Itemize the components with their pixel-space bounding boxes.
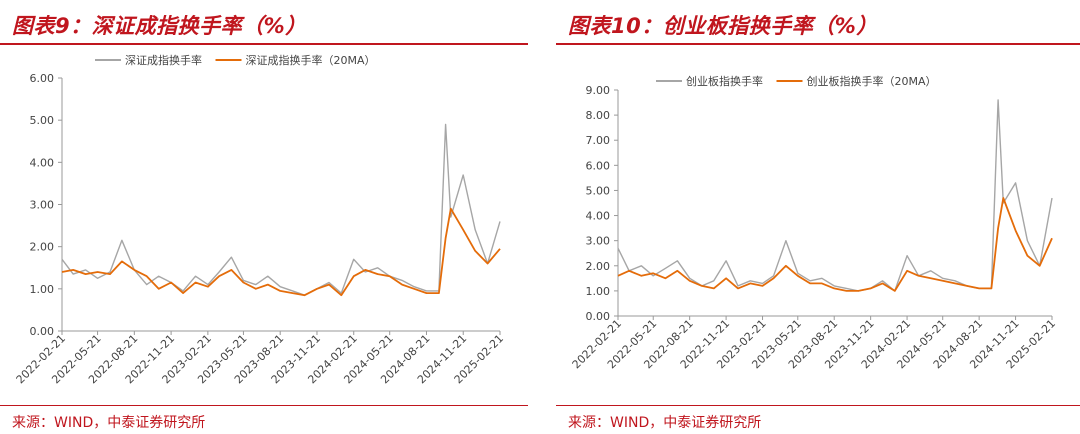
y-tick-label: 7.00 bbox=[586, 134, 611, 147]
y-tick-label: 2.00 bbox=[586, 260, 611, 273]
y-tick-label: 1.00 bbox=[586, 285, 611, 298]
y-tick-label: 8.00 bbox=[586, 109, 611, 122]
source-rule bbox=[0, 405, 528, 406]
chart-title: 图表9：深证成指换手率（%） bbox=[12, 14, 307, 38]
chart-panel-right: 图表10：创业板指换手率（%） 0.00 1.00 2.00 3.00 4.00 5.00… bbox=[556, 0, 1080, 434]
y-tick-label: 1.00 bbox=[30, 283, 55, 296]
y-tick-label: 5.00 bbox=[30, 114, 55, 127]
y-tick-label: 0.00 bbox=[30, 325, 55, 338]
y-tick-label: 2.00 bbox=[30, 241, 55, 254]
y-tick-label: 9.00 bbox=[586, 84, 611, 97]
chart-panel-left: 图表9：深证成指换手率（%） 0.00 1.00 2.00 3.00 4.00 5.00 6… bbox=[0, 0, 528, 434]
legend-label: 创业板指换手率（20MA） bbox=[807, 74, 937, 88]
series-line-raw bbox=[61, 123, 501, 296]
series-line-ma20 bbox=[617, 197, 1053, 292]
chart-svg-chinext: 0.00 1.00 2.00 3.00 4.00 5.00 6.00 7.00 8.00 9.00… bbox=[570, 74, 1058, 371]
series-line-ma20 bbox=[61, 207, 501, 297]
legend-label: 深证成指换手率 bbox=[125, 53, 202, 67]
legend-label: 创业板指换手率 bbox=[686, 74, 763, 88]
y-tick-label: 4.00 bbox=[586, 210, 611, 223]
series-line-raw bbox=[617, 99, 1053, 292]
y-tick-label: 6.00 bbox=[30, 72, 55, 85]
y-tick-label: 0.00 bbox=[586, 310, 611, 323]
y-tick-label: 4.00 bbox=[30, 156, 55, 169]
source-rule bbox=[556, 405, 1080, 406]
legend-label: 深证成指换手率（20MA） bbox=[246, 53, 376, 67]
source-note: 来源：WIND，中泰证券研究所 bbox=[12, 415, 206, 431]
title-rule bbox=[556, 43, 1080, 45]
y-tick-label: 5.00 bbox=[586, 184, 611, 197]
title-rule bbox=[0, 43, 528, 45]
source-note: 来源：WIND，中泰证券研究所 bbox=[568, 415, 762, 431]
chart-svg-szse: 0.001.002.003.004.005.006.002022-02-2120… bbox=[14, 53, 506, 386]
y-tick-label: 6.00 bbox=[586, 159, 611, 172]
y-tick-label: 3.00 bbox=[586, 235, 611, 248]
chart-title: 图表10：创业板指换手率（%） bbox=[568, 14, 878, 38]
y-tick-label: 3.00 bbox=[30, 199, 55, 212]
